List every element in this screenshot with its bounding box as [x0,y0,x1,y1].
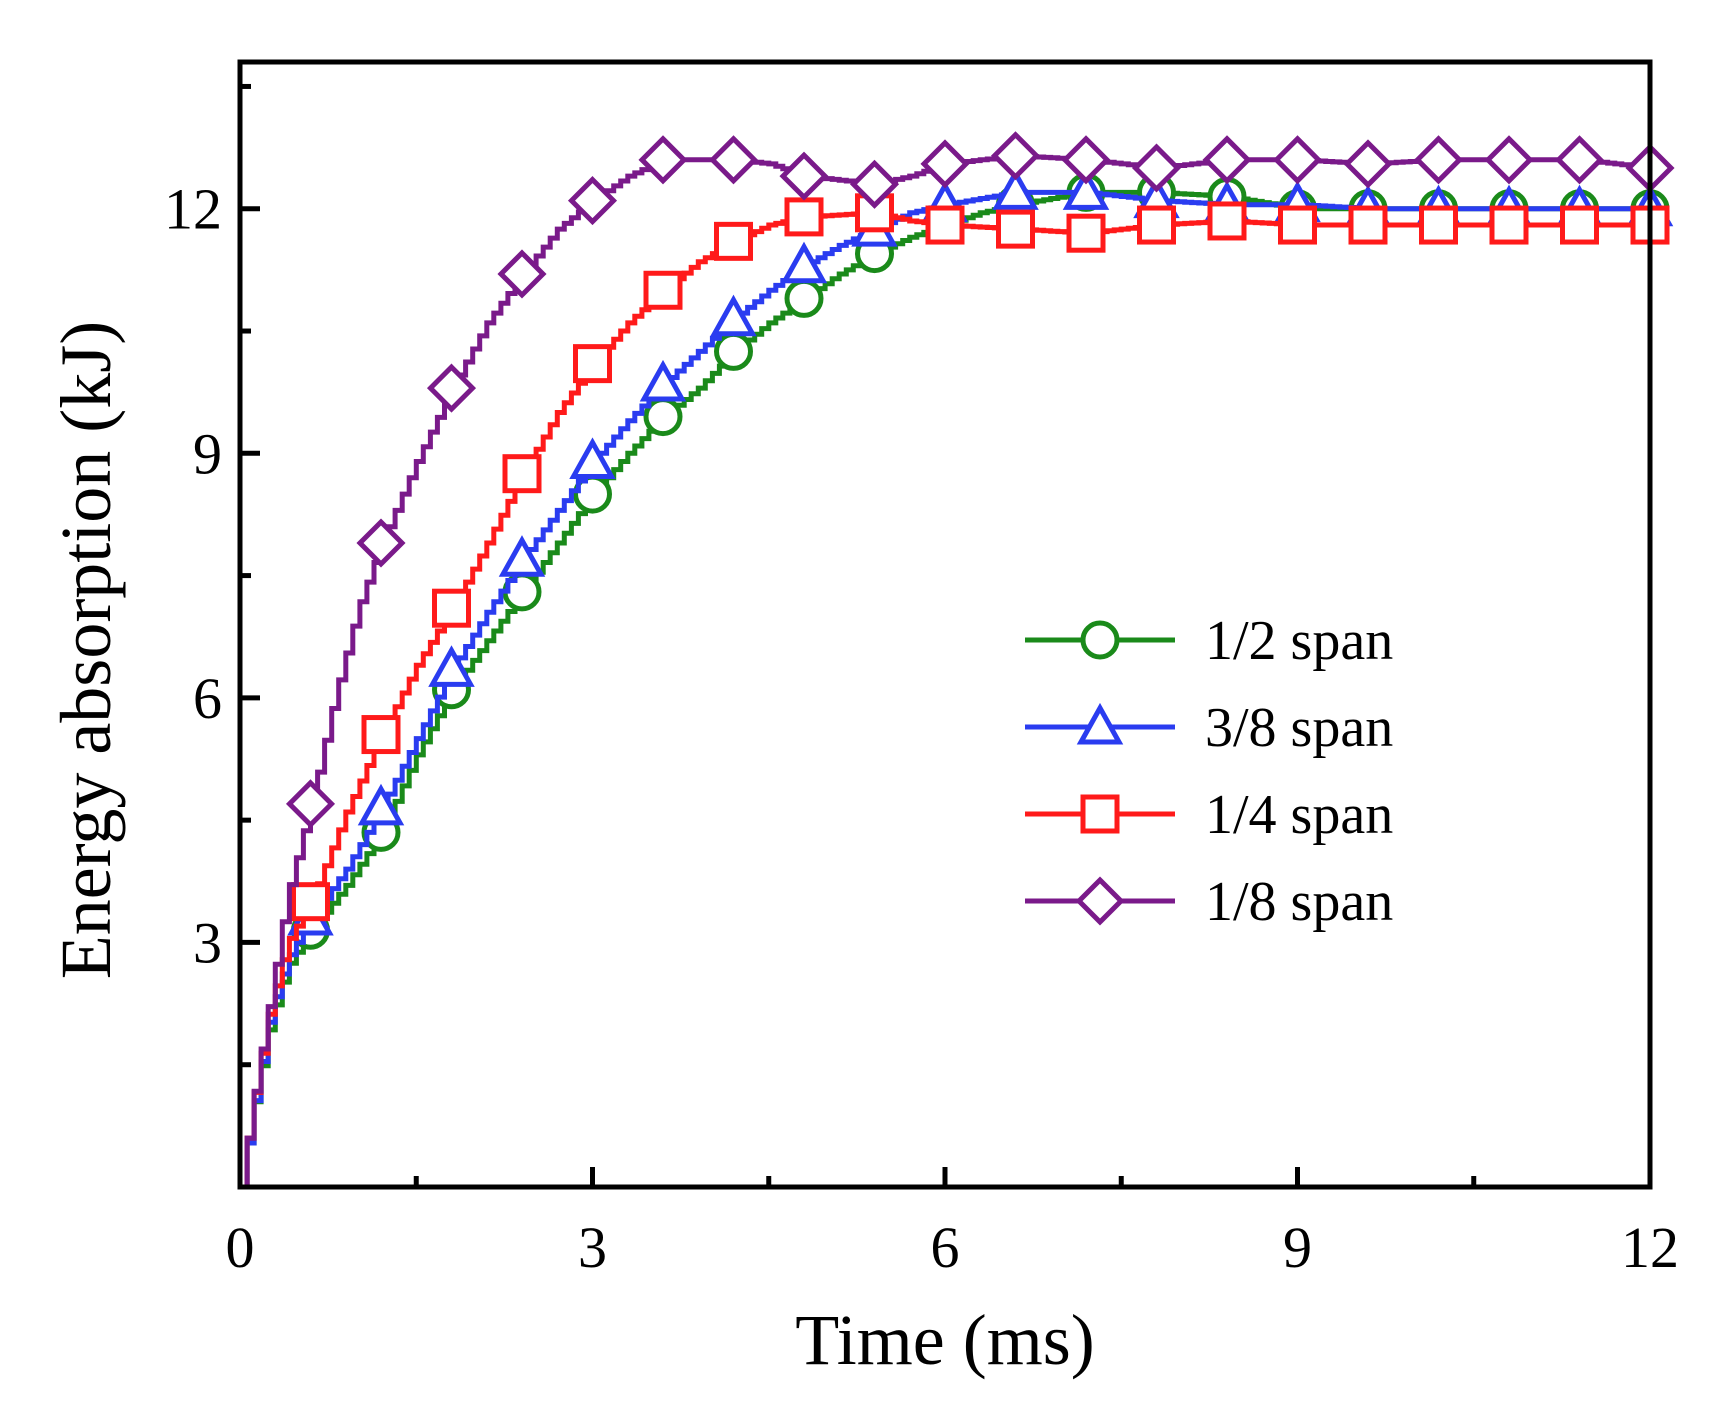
y-axis-title: Energy absorption (kJ) [46,321,126,980]
data-point [1554,135,1605,185]
data-point [992,168,1039,210]
data-point [1278,205,1317,245]
data-point [1348,205,1388,245]
data-point [1560,205,1599,245]
data-point [573,344,612,384]
data-point [285,779,336,829]
data-point [567,176,618,226]
data-point [714,221,753,261]
series-3-8-span [240,168,1674,1190]
data-point [1489,205,1529,245]
legend: 1/2 span 3/8 span 1/4 span 1/8 span [1025,610,1393,933]
legend-label: 1/8 span [1205,871,1393,933]
x-tick-label: 12 [1621,1215,1679,1280]
axis-ticks: 0 3 6 9 12 3 6 9 12 [164,83,1679,1280]
x-tick-label: 6 [931,1215,960,1280]
series-1-4-span [240,193,1670,1190]
data-point [502,454,542,494]
series-layer [240,131,1675,1190]
data-point [357,783,405,826]
data-point [990,131,1041,181]
data-point [925,205,965,245]
data-point [1419,205,1458,245]
legend-marker [1080,794,1120,834]
legend-entry: 3/8 span [1025,697,1393,759]
x-axis-title: Time (ms) [795,1300,1094,1380]
data-point [638,135,688,185]
legend-marker [1080,620,1120,660]
data-point [1272,135,1323,185]
series-line [240,189,1650,1190]
data-point [710,294,757,337]
data-point [1062,168,1110,210]
series-1-8-span [240,131,1675,1190]
y-tick-label: 3 [193,910,222,975]
legend-label: 1/4 span [1205,784,1393,846]
data-point [779,151,829,201]
data-point [432,588,471,628]
legend-entry: 1/2 span [1025,610,1393,672]
data-point [708,135,759,185]
data-point [1484,135,1534,185]
x-tick-label: 9 [1283,1215,1312,1280]
data-point [1413,135,1464,185]
data-point [639,359,687,402]
data-point [361,715,401,755]
data-point [643,270,683,310]
y-tick-label: 6 [193,666,222,731]
data-point [498,535,546,577]
data-point [784,278,824,318]
data-point [920,139,970,189]
data-point [996,209,1035,249]
y-tick-label: 9 [193,421,222,486]
legend-label: 1/2 span [1205,610,1393,672]
data-point [291,882,330,922]
data-point [1061,135,1111,185]
legend-label: 3/8 span [1205,697,1393,759]
y-tick-label: 12 [164,177,222,242]
legend-entry: 1/8 span [1025,871,1393,933]
data-point [428,645,475,687]
data-point [1066,213,1106,253]
data-point [1131,143,1182,193]
data-point [569,437,616,479]
data-point [1202,135,1252,185]
data-point [1207,201,1247,241]
legend-entry: 1/4 span [1025,784,1393,846]
x-tick-label: 0 [226,1215,255,1280]
data-point [497,249,547,299]
data-point [784,197,824,237]
legend-marker [1076,702,1124,745]
data-point [780,241,828,284]
data-point [1137,205,1176,245]
data-point [849,159,900,209]
data-point [1343,139,1393,189]
x-tick-label: 3 [578,1215,607,1280]
data-point [426,363,477,413]
legend-marker [1075,876,1125,926]
data-point [356,518,406,568]
